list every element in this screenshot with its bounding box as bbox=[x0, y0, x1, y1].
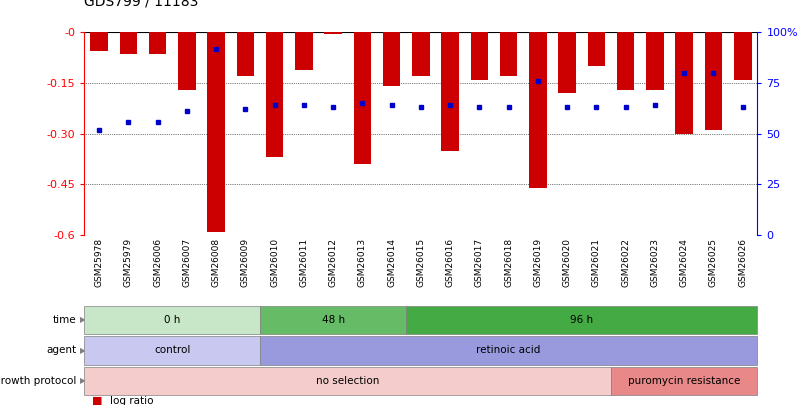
Text: 0 h: 0 h bbox=[164, 315, 180, 325]
Bar bbox=[675, 32, 692, 134]
Bar bbox=[207, 32, 225, 232]
Text: no selection: no selection bbox=[316, 376, 379, 386]
Text: log ratio: log ratio bbox=[110, 396, 153, 405]
Text: agent: agent bbox=[47, 345, 76, 355]
Bar bbox=[528, 32, 546, 188]
Bar bbox=[149, 32, 166, 54]
Text: growth protocol: growth protocol bbox=[0, 376, 76, 386]
Bar bbox=[733, 32, 751, 80]
Bar bbox=[646, 32, 663, 90]
Text: control: control bbox=[154, 345, 190, 355]
Text: GDS799 / 11183: GDS799 / 11183 bbox=[84, 0, 198, 8]
Bar bbox=[353, 32, 371, 164]
Bar bbox=[120, 32, 137, 54]
Bar bbox=[295, 32, 312, 70]
Bar bbox=[324, 32, 341, 34]
Bar bbox=[470, 32, 487, 80]
Bar bbox=[441, 32, 459, 151]
Text: puromycin resistance: puromycin resistance bbox=[627, 376, 740, 386]
Bar bbox=[266, 32, 283, 157]
Bar bbox=[499, 32, 517, 76]
Bar bbox=[558, 32, 575, 93]
Text: 48 h: 48 h bbox=[321, 315, 344, 325]
Text: ■: ■ bbox=[92, 396, 103, 405]
Bar bbox=[587, 32, 605, 66]
Bar bbox=[616, 32, 634, 90]
Bar bbox=[177, 32, 195, 90]
Bar bbox=[90, 32, 108, 51]
Text: time: time bbox=[53, 315, 76, 325]
Text: ▶: ▶ bbox=[80, 346, 86, 355]
Bar bbox=[703, 32, 721, 130]
Text: 96 h: 96 h bbox=[569, 315, 593, 325]
Text: retinoic acid: retinoic acid bbox=[476, 345, 540, 355]
Text: ▶: ▶ bbox=[80, 376, 86, 385]
Bar bbox=[382, 32, 400, 86]
Bar bbox=[236, 32, 254, 76]
Bar bbox=[412, 32, 429, 76]
Text: ▶: ▶ bbox=[80, 315, 86, 324]
